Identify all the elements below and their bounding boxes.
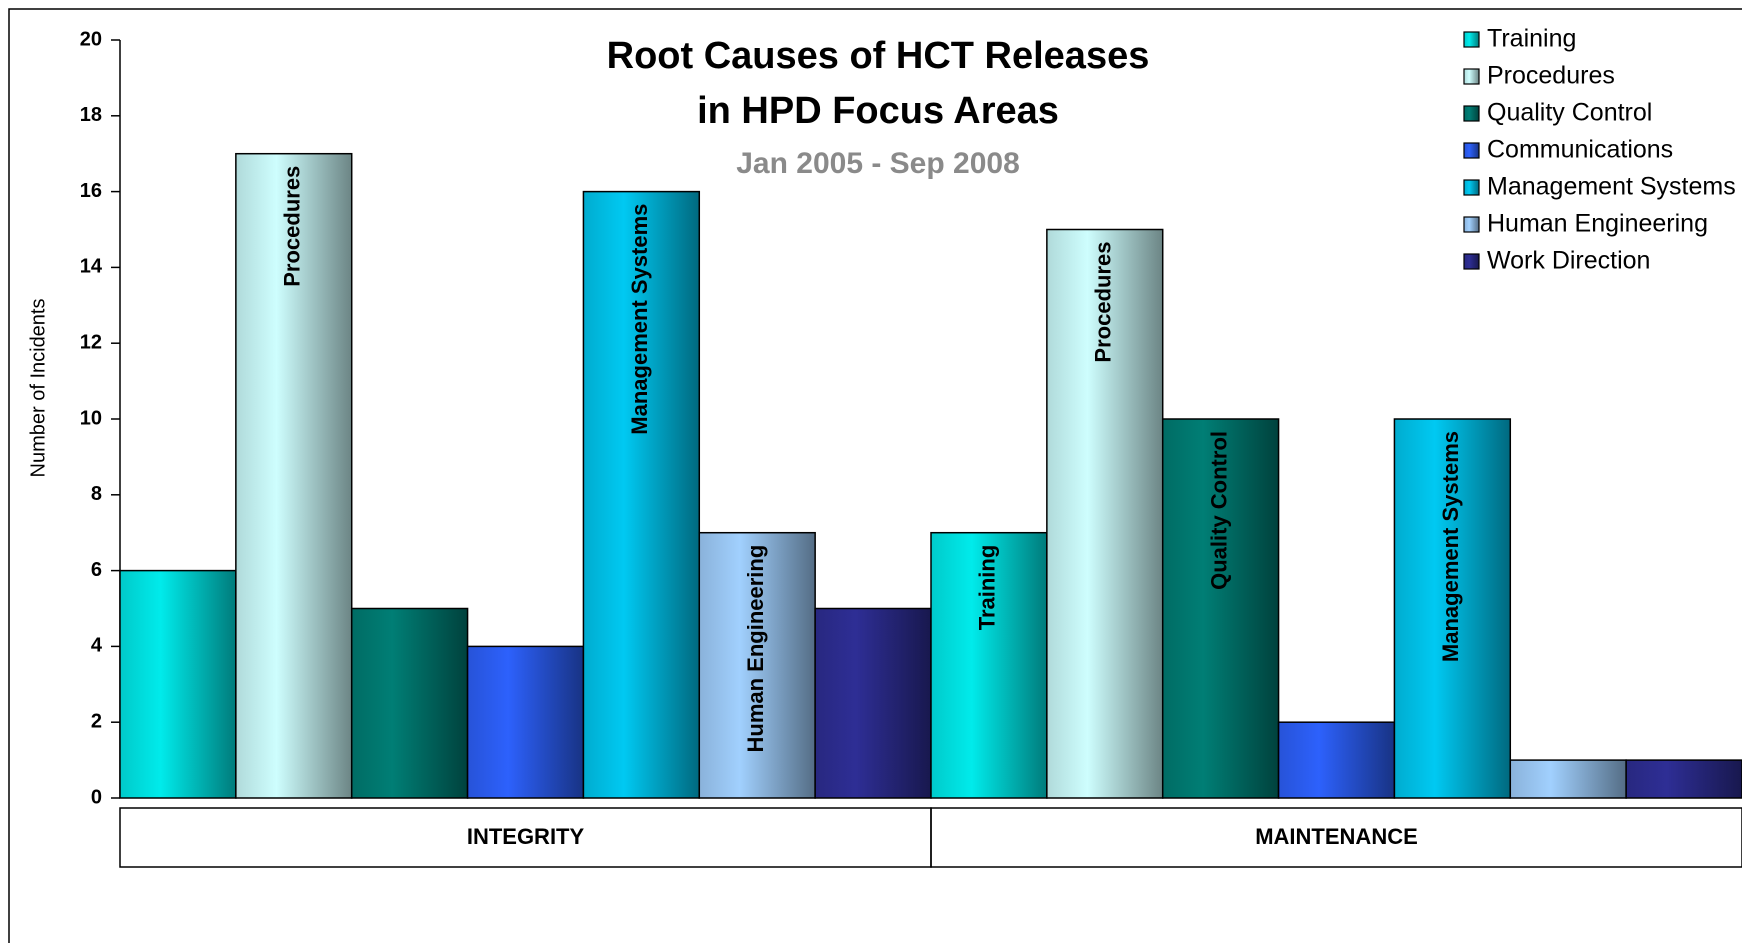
chart-title: Root Causes of HCT Releases [607,35,1150,77]
y-axis-label: Number of Incidents [27,299,49,478]
legend-label: Training [1487,25,1576,53]
chart-title-line2: in HPD Focus Areas [697,90,1059,132]
y-tick-label: 10 [80,407,102,429]
legend-swatch [1463,253,1480,270]
y-tick-label: 20 [80,28,102,50]
legend-label: Work Direction [1487,247,1650,275]
legend-swatch [1463,68,1480,85]
bar [698,531,816,799]
y-tick-label: 16 [80,180,102,202]
legend-label: Communications [1487,136,1673,164]
y-tick-label: 0 [91,786,102,808]
bar [814,607,932,799]
bar [119,569,237,799]
bar [1161,418,1280,799]
y-tick-label: 6 [91,559,102,581]
bar-label: Human Engineering [743,545,768,753]
bar-label: Training [975,545,1000,631]
bar [582,190,701,799]
x-tick-label: MAINTENANCE [1255,824,1418,849]
bar [1509,759,1627,799]
legend-label: Quality Control [1487,99,1652,127]
bar-label: Procedures [1091,242,1116,363]
y-tick-label: 8 [91,483,102,505]
legend-label: Procedures [1487,62,1615,90]
category-box [930,807,1742,868]
bar [235,152,353,799]
legend-label: Human Engineering [1487,210,1708,238]
y-tick-label: 4 [91,635,103,657]
legend-label: Management Systems [1487,173,1736,201]
bar [1393,418,1512,799]
legend-swatch [1463,179,1480,196]
y-tick-label: 14 [80,256,103,278]
bar [350,607,469,799]
bar [930,531,1048,799]
chart-frame [8,8,1742,943]
chart-subtitle: Jan 2005 - Sep 2008 [736,147,1020,180]
bar-label: Management Systems [627,204,652,435]
y-tick-label: 12 [80,331,102,353]
y-tick-label: 18 [80,104,102,126]
bar [1277,721,1396,799]
bar [466,645,585,799]
bar [1046,228,1164,799]
y-tick-label: 2 [91,710,102,732]
legend-swatch [1463,105,1480,122]
bar-label: Management Systems [1438,431,1463,662]
bar [1625,759,1742,799]
legend-swatch [1463,216,1480,233]
x-tick-label: INTEGRITY [467,824,585,849]
bar-label: Quality Control [1206,431,1231,590]
bar-label: Procedures [280,166,305,287]
legend-swatch [1463,31,1480,48]
legend-swatch [1463,142,1480,159]
